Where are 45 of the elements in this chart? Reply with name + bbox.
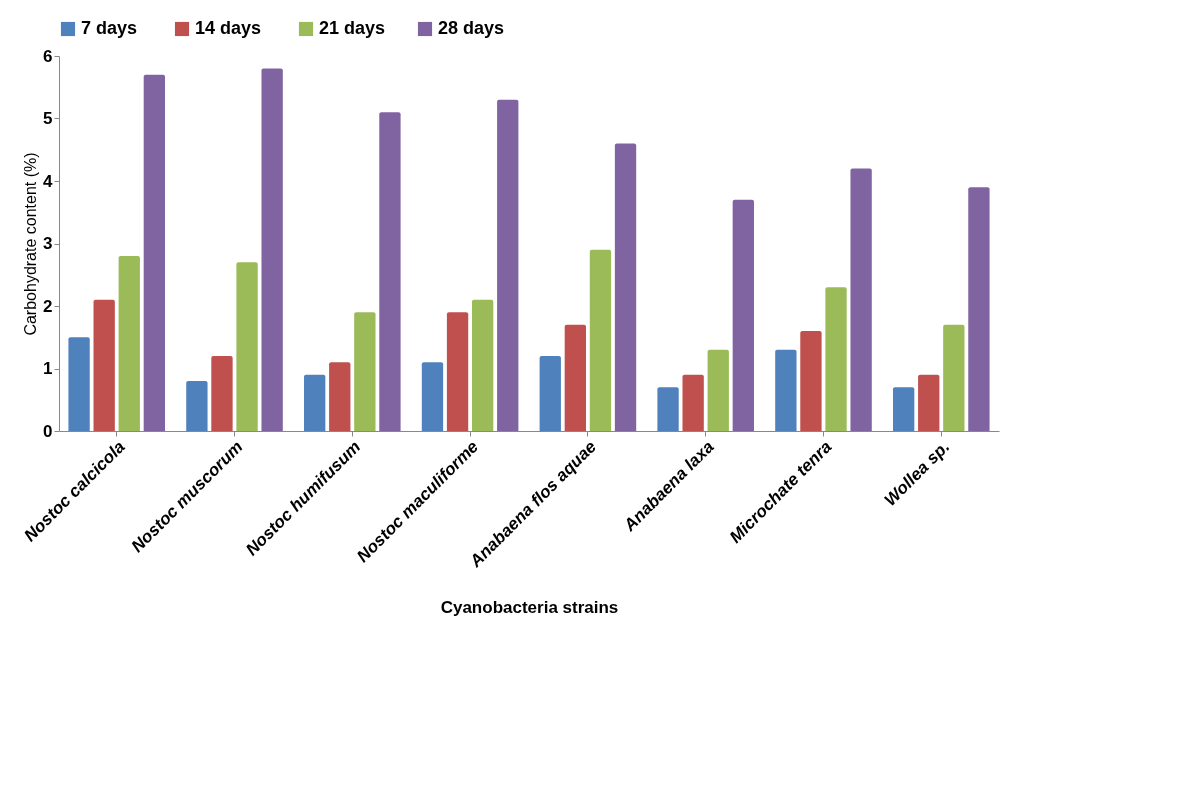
bar — [304, 374, 326, 431]
bar — [800, 331, 822, 431]
y-tick-label: 5 — [43, 109, 53, 128]
bar — [775, 349, 797, 431]
bar — [143, 74, 166, 431]
bar — [657, 387, 679, 431]
legend-label: 7 days — [81, 18, 138, 38]
bar — [68, 337, 90, 431]
y-tick-label: 6 — [43, 46, 53, 66]
bar — [446, 312, 469, 431]
bar — [943, 324, 965, 431]
y-tick-label: 3 — [43, 234, 53, 253]
bar — [892, 387, 915, 431]
bar — [421, 362, 444, 431]
bar — [707, 349, 729, 431]
bar — [825, 287, 847, 431]
bar — [539, 356, 561, 431]
bar — [118, 256, 140, 431]
x-axis-title: Cyanobacteria strains — [440, 598, 619, 618]
bar — [261, 68, 283, 431]
legend-label: 14 days — [195, 18, 262, 38]
bar — [186, 381, 208, 431]
y-tick-label: 0 — [43, 421, 53, 441]
legend-label: 21 days — [319, 18, 386, 38]
bar — [354, 312, 376, 431]
legend-label: 28 days — [438, 18, 505, 38]
bar — [211, 356, 233, 431]
y-tick-label: 1 — [43, 359, 53, 378]
bar — [236, 262, 258, 431]
bar — [93, 299, 115, 431]
bar — [732, 199, 754, 431]
bar — [850, 168, 872, 431]
bar — [614, 143, 637, 431]
bar — [968, 187, 990, 431]
bar — [589, 249, 612, 431]
bar — [379, 112, 401, 431]
y-tick-label: 2 — [43, 296, 53, 316]
y-tick-label: 4 — [43, 171, 54, 191]
bar — [497, 99, 519, 431]
bar — [918, 374, 940, 431]
bar — [682, 374, 704, 431]
bar — [471, 299, 494, 431]
bar — [329, 362, 351, 431]
bar — [564, 324, 587, 431]
y-axis-title: Carbohydrate content (%) — [22, 152, 40, 336]
